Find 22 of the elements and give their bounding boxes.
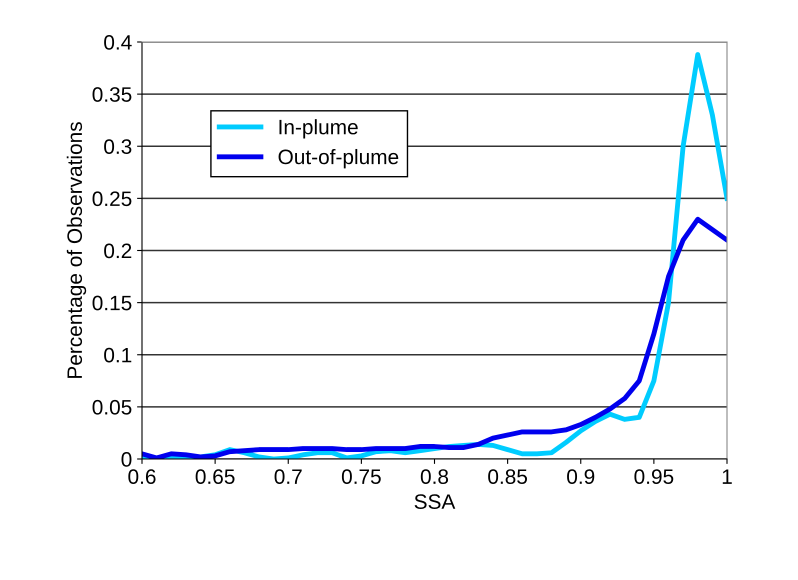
- x-axis-title: SSA: [414, 494, 456, 509]
- x-tick-label: 0.9: [567, 469, 594, 484]
- y-tick-label: 0: [122, 452, 132, 467]
- x-tick-label: 0.95: [634, 469, 674, 484]
- x-tick-label: 0.75: [342, 469, 381, 484]
- y-tick-label: 0.05: [92, 400, 132, 415]
- x-tick-label: 0.65: [196, 469, 235, 484]
- legend-label: Out-of-plume: [278, 148, 398, 168]
- y-tick-label: 0.35: [92, 87, 132, 102]
- y-tick-label: 0.25: [92, 191, 132, 206]
- y-tick-label: 0.15: [92, 296, 132, 310]
- y-tick-label: 0.4: [104, 35, 132, 50]
- x-tick-label: 0.85: [488, 469, 528, 484]
- x-tick-label: 0.8: [420, 469, 448, 484]
- x-tick-label: 0.6: [128, 469, 156, 484]
- legend-label: In-plume: [280, 119, 358, 139]
- y-tick-label: 0.3: [104, 139, 132, 154]
- y-tick-label: 0.2: [104, 244, 132, 258]
- y-axis-title: Percentage of Observations: [66, 122, 86, 378]
- x-tick-label: 1: [722, 469, 732, 484]
- y-tick-label: 0.1: [104, 348, 132, 363]
- x-tick-label: 0.7: [274, 469, 302, 484]
